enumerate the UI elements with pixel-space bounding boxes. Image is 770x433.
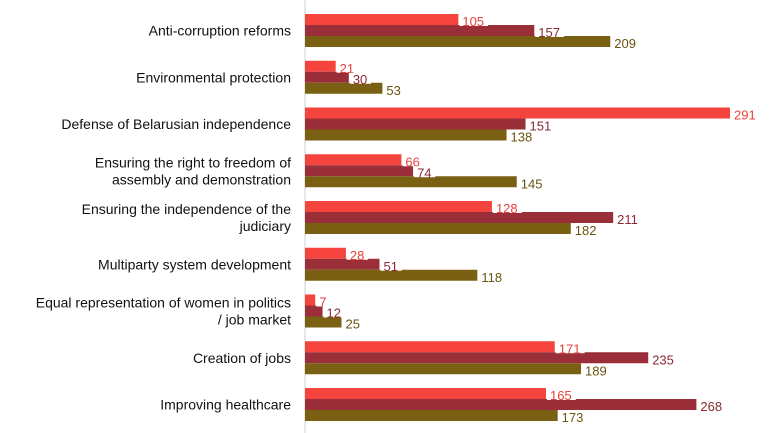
bar-5-2 (305, 212, 614, 223)
value-label-5-2: 211 (617, 212, 638, 227)
category-label-7: Equal representation of women in politic… (36, 295, 291, 311)
value-label-bg (346, 248, 369, 260)
value-label-6-1: 28 (350, 248, 364, 263)
category-label-5: Ensuring the independence of the (82, 201, 292, 217)
bar-6-2 (305, 258, 380, 270)
bar-5-3 (305, 223, 571, 234)
value-label-bg (380, 259, 402, 271)
bar-6-3 (305, 269, 478, 281)
value-label-bg (336, 61, 358, 73)
value-label-1-3: 209 (614, 36, 636, 51)
bar-1-2 (305, 25, 535, 36)
bar-7-3 (305, 316, 342, 328)
bar-3-3 (305, 129, 507, 141)
value-label-bg (383, 83, 405, 95)
value-label-bg (571, 224, 601, 235)
value-label-bg (535, 26, 565, 37)
value-label-3-3: 138 (511, 130, 533, 145)
value-label-3-2: 151 (530, 119, 552, 134)
bar-9-2 (305, 399, 697, 410)
category-label-2: Environmental protection (136, 69, 291, 85)
value-label-bg (323, 306, 345, 318)
bar-8-1 (305, 341, 555, 353)
bar-2-3 (305, 82, 383, 94)
category-label-4: assembly and demonstration (112, 171, 291, 187)
value-label-9-1: 165 (550, 388, 572, 403)
value-label-2-1: 21 (340, 61, 354, 76)
bar-8-2 (305, 352, 649, 364)
value-label-bg (507, 130, 537, 142)
bar-7-2 (305, 305, 323, 317)
category-label-3: Defense of Belarusian independence (61, 116, 291, 132)
value-label-7-3: 25 (346, 317, 360, 332)
bar-2-2 (305, 71, 349, 83)
value-label-9-3: 173 (562, 410, 584, 425)
value-label-bg (349, 72, 372, 84)
category-label-8: Creation of jobs (193, 350, 291, 366)
value-label-2-2: 30 (353, 72, 367, 87)
value-label-bg (316, 295, 330, 307)
bar-3-2 (305, 118, 526, 130)
value-label-bg (611, 37, 641, 48)
value-label-bg (402, 155, 424, 167)
value-label-bg (478, 270, 508, 282)
category-labels: Anti-corruption reforms Environmental pro… (36, 23, 291, 413)
bar-1-3 (305, 36, 611, 47)
bar-7-1 (305, 294, 316, 306)
value-label-2-3: 53 (386, 83, 400, 98)
bar-5-1 (305, 201, 492, 212)
bar-9-3 (305, 410, 558, 421)
bar-6-1 (305, 247, 346, 259)
value-label-8-2: 235 (652, 352, 674, 367)
value-label-bg (697, 400, 727, 411)
value-label-bg (546, 389, 576, 400)
value-label-bg (649, 353, 679, 365)
value-label-bg (731, 108, 760, 120)
bar-2-1 (305, 60, 336, 72)
category-label-9: Improving healthcare (160, 397, 291, 413)
value-label-8-1: 171 (559, 341, 581, 356)
value-label-4-1: 66 (405, 154, 419, 169)
value-label-bg (459, 15, 489, 26)
value-label-bg (555, 342, 585, 354)
value-label-1-1: 105 (462, 14, 484, 29)
bars-layer (305, 14, 730, 421)
bar-1-1 (305, 14, 459, 25)
value-label-4-2: 74 (417, 165, 431, 180)
value-label-bg (614, 213, 643, 224)
value-label-3-1: 291 (734, 108, 756, 123)
value-label-5-3: 182 (575, 223, 597, 238)
value-label-bg (558, 411, 588, 422)
bar-8-3 (305, 363, 582, 375)
value-label-bg (517, 177, 547, 189)
value-label-1-2: 157 (538, 25, 560, 40)
bar-4-3 (305, 176, 517, 188)
value-label-bg (582, 364, 611, 376)
bar-4-1 (305, 154, 402, 166)
value-label-8-3: 189 (585, 363, 607, 378)
value-label-6-2: 51 (383, 259, 397, 274)
category-label-4: Ensuring the right to freedom of (95, 154, 291, 170)
value-label-7-2: 12 (327, 306, 341, 321)
value-label-9-2: 268 (700, 399, 722, 414)
bar-9-1 (305, 388, 546, 399)
value-label-bg (342, 317, 364, 329)
category-label-6: Multiparty system development (98, 256, 291, 272)
bar-3-1 (305, 107, 730, 119)
value-label-4-3: 145 (521, 176, 543, 191)
value-label-7-1: 7 (319, 295, 326, 310)
value-label-bg (526, 119, 556, 131)
value-label-6-3: 118 (481, 270, 502, 285)
category-label-5: judiciary (239, 218, 291, 234)
value-label-bg (414, 166, 436, 178)
category-label-1: Anti-corruption reforms (149, 23, 291, 39)
value-label-5-1: 128 (496, 201, 518, 216)
category-label-7: / job market (218, 312, 291, 328)
value-label-bg (492, 202, 522, 213)
bar-4-2 (305, 165, 414, 177)
